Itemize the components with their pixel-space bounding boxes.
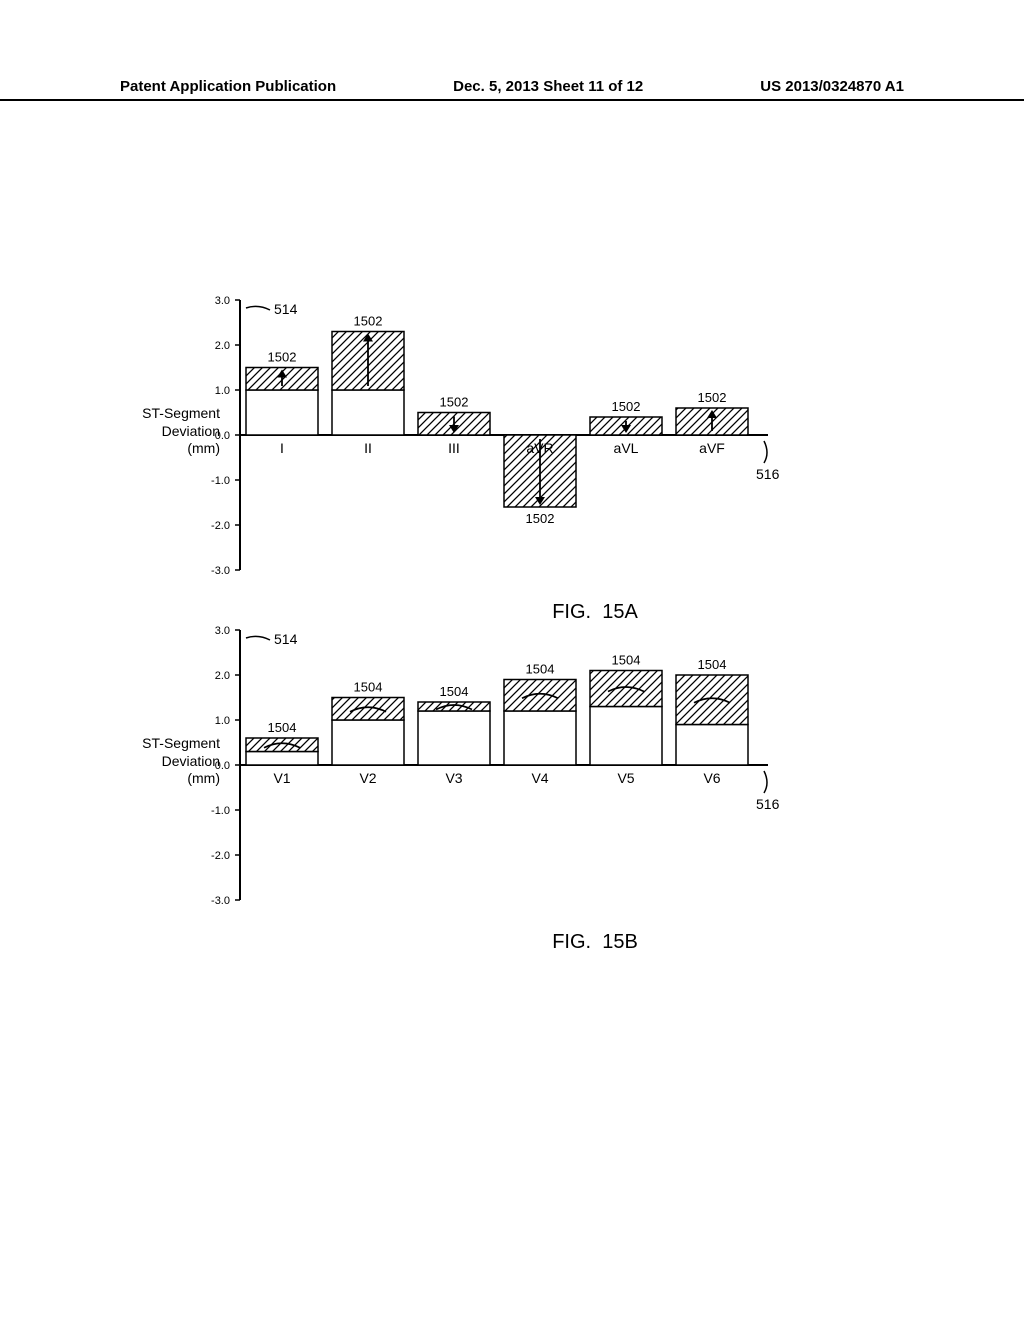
- svg-text:1502: 1502: [440, 395, 469, 410]
- svg-text:1504: 1504: [354, 680, 383, 695]
- svg-text:1504: 1504: [440, 684, 469, 699]
- header-center: Dec. 5, 2013 Sheet 11 of 12: [453, 78, 643, 95]
- svg-text:1504: 1504: [526, 662, 555, 677]
- figure-15a: ST-SegmentDeviation(mm) 3.02.01.00.0-1.0…: [140, 290, 790, 624]
- svg-text:514: 514: [274, 631, 298, 647]
- svg-text:516: 516: [756, 796, 780, 812]
- svg-text:1504: 1504: [268, 720, 297, 735]
- y-axis-label: ST-SegmentDeviation(mm): [130, 735, 220, 788]
- svg-text:aVL: aVL: [614, 440, 639, 456]
- svg-text:1504: 1504: [612, 653, 641, 668]
- chart-15a-svg: 3.02.01.00.0-1.0-2.0-3.0514516I1502II150…: [140, 290, 790, 590]
- svg-text:V6: V6: [703, 770, 720, 786]
- svg-text:V5: V5: [617, 770, 634, 786]
- svg-text:II: II: [364, 440, 372, 456]
- svg-text:-2.0: -2.0: [211, 520, 230, 532]
- svg-text:2.0: 2.0: [215, 340, 230, 352]
- svg-text:514: 514: [274, 301, 298, 317]
- svg-text:1.0: 1.0: [215, 385, 230, 397]
- svg-text:V1: V1: [273, 770, 290, 786]
- svg-text:1502: 1502: [268, 350, 297, 365]
- svg-text:-1.0: -1.0: [211, 805, 230, 817]
- svg-text:1502: 1502: [354, 314, 383, 329]
- header-left: Patent Application Publication: [120, 78, 336, 95]
- svg-text:-2.0: -2.0: [211, 850, 230, 862]
- svg-text:1504: 1504: [698, 657, 727, 672]
- svg-text:-1.0: -1.0: [211, 475, 230, 487]
- svg-text:aVF: aVF: [699, 440, 725, 456]
- header-right: US 2013/0324870 A1: [760, 78, 904, 95]
- svg-text:-3.0: -3.0: [211, 895, 230, 907]
- svg-text:V4: V4: [531, 770, 548, 786]
- figure-15b-caption: FIG. 15B: [400, 931, 790, 954]
- page-header: Patent Application Publication Dec. 5, 2…: [0, 78, 1024, 101]
- svg-text:1502: 1502: [698, 390, 727, 405]
- svg-text:516: 516: [756, 466, 780, 482]
- svg-text:-3.0: -3.0: [211, 565, 230, 577]
- figure-15b: ST-SegmentDeviation(mm) 3.02.01.00.0-1.0…: [140, 620, 790, 954]
- chart-15b-svg: 3.02.01.00.0-1.0-2.0-3.0514516V11504V215…: [140, 620, 790, 920]
- svg-text:3.0: 3.0: [215, 295, 230, 307]
- svg-text:1502: 1502: [526, 511, 555, 526]
- svg-text:1.0: 1.0: [215, 715, 230, 727]
- svg-text:2.0: 2.0: [215, 670, 230, 682]
- svg-text:I: I: [280, 440, 284, 456]
- svg-text:V2: V2: [359, 770, 376, 786]
- svg-text:1502: 1502: [612, 399, 641, 414]
- y-axis-label: ST-SegmentDeviation(mm): [130, 405, 220, 458]
- svg-text:3.0: 3.0: [215, 625, 230, 637]
- svg-text:V3: V3: [445, 770, 462, 786]
- svg-text:III: III: [448, 440, 460, 456]
